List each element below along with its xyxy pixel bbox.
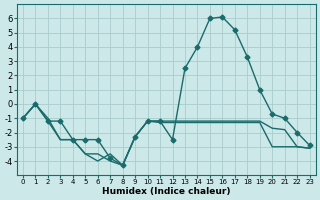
X-axis label: Humidex (Indice chaleur): Humidex (Indice chaleur) [102,187,230,196]
